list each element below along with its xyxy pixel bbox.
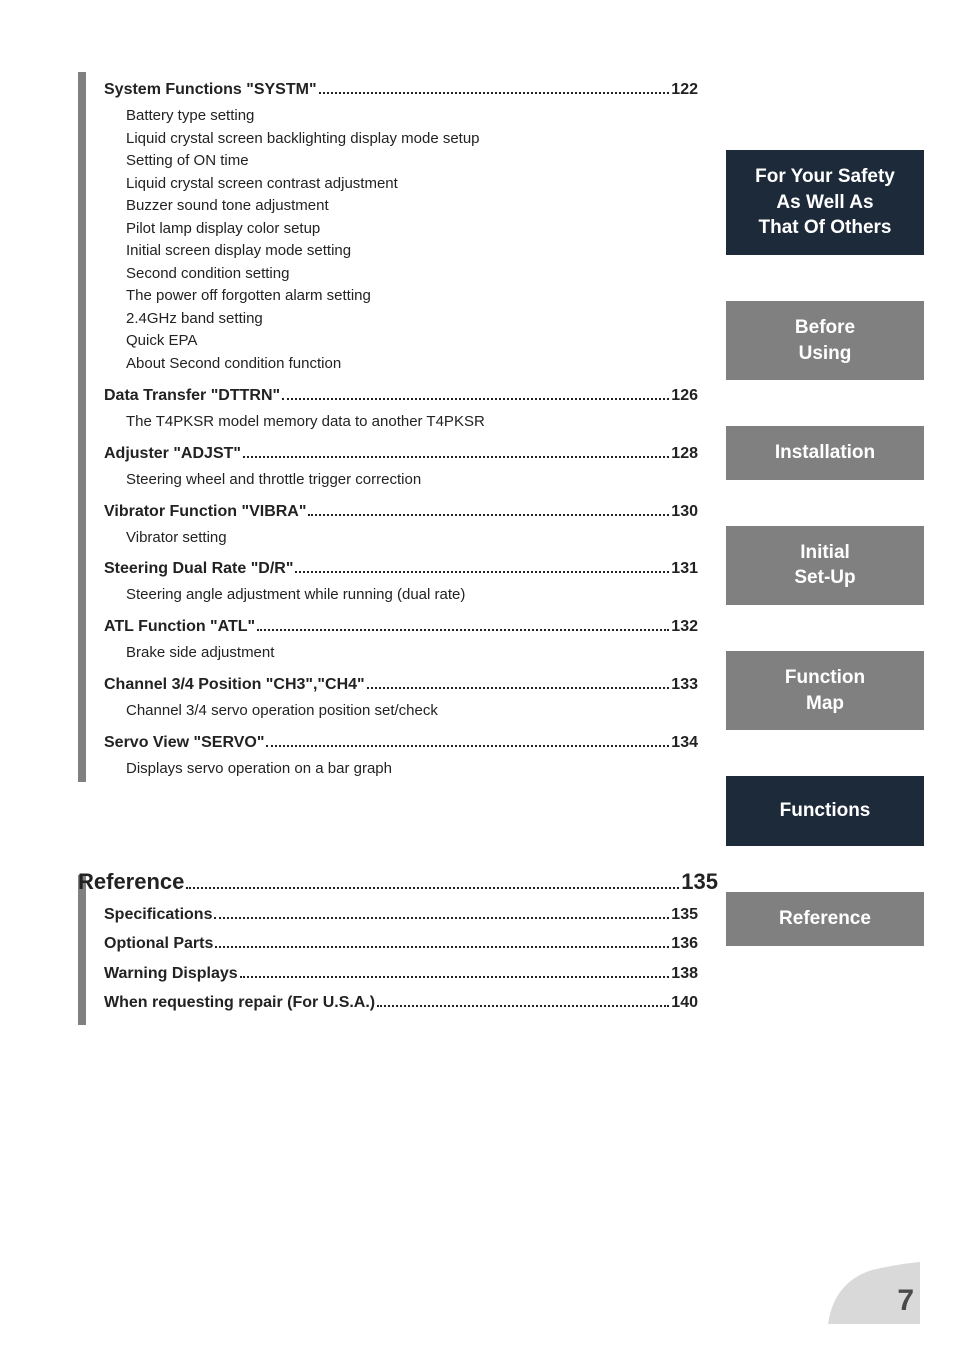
toc-subitem: Setting of ON time [78,150,698,173]
toc-subitem: Brake side adjustment [78,642,698,665]
toc-subitem: Liquid crystal screen contrast adjustmen… [78,173,698,196]
page-root: System Functions "SYSTM" 122 Battery typ… [0,0,954,1348]
toc-subitem: Vibrator setting [78,527,698,550]
tab-line: That Of Others [736,215,914,241]
toc-page: 128 [671,445,698,463]
tab-line: For Your Safety [736,164,914,190]
toc-entry-repair: When requesting repair (For U.S.A.) 140 [78,993,698,1012]
toc-subitem: Steering angle adjustment while running … [78,584,698,607]
tab-before-using: Before Using [726,301,924,380]
toc-leader-dots [266,733,669,747]
toc-subitem: The T4PKSR model memory data to another … [78,411,698,434]
toc-entry-vibra: Vibrator Function "VIBRA" 130 [78,501,698,520]
toc-page: 135 [671,906,698,924]
toc-entry-atl: ATL Function "ATL" 132 [78,617,698,636]
toc-entry-dttrn: Data Transfer "DTTRN" 126 [78,385,698,404]
toc-label: Data Transfer "DTTRN" [104,387,280,405]
side-tabs-column: For Your Safety As Well As That Of Other… [726,150,924,992]
toc-entry-warning-displays: Warning Displays 138 [78,963,698,982]
toc-page: 138 [671,965,698,983]
toc-page: 130 [671,503,698,521]
toc-label: Servo View "SERVO" [104,734,264,752]
tab-line: Set-Up [736,565,914,591]
toc-page: 135 [681,869,718,895]
toc-label: Steering Dual Rate "D/R" [104,560,293,578]
toc-main-column: System Functions "SYSTM" 122 Battery typ… [78,70,698,1018]
toc-subitem: Displays servo operation on a bar graph [78,758,698,781]
toc-leader-dots [257,617,669,631]
toc-page: 133 [671,676,698,694]
toc-leader-dots [282,385,669,399]
toc-subitem: The power off forgotten alarm setting [78,285,698,308]
tab-safety: For Your Safety As Well As That Of Other… [726,150,924,255]
toc-page: 122 [671,81,698,99]
toc-subitem: Pilot lamp display color setup [78,218,698,241]
tab-line: As Well As [736,190,914,216]
tab-line: Map [736,691,914,717]
tab-line: Using [736,341,914,367]
toc-entry-servo: Servo View "SERVO" 134 [78,733,698,752]
tab-initial-setup: Initial Set-Up [726,526,924,605]
toc-entry-dr: Steering Dual Rate "D/R" 131 [78,559,698,578]
toc-subitem: Channel 3/4 servo operation position set… [78,700,698,723]
toc-label: System Functions "SYSTM" [104,81,317,99]
toc-entry-systm: System Functions "SYSTM" 122 [78,80,698,99]
toc-leader-dots [308,501,669,515]
page-number: 7 [897,1284,914,1318]
toc-subitem: Initial screen display mode setting [78,240,698,263]
toc-entry-specs: Specifications 135 [78,905,698,924]
toc-subitem: Steering wheel and throttle trigger corr… [78,469,698,492]
toc-label: Adjuster "ADJST" [104,445,241,463]
toc-label: Optional Parts [104,935,213,953]
toc-leader-dots [214,905,669,919]
toc-subitem: 2.4GHz band setting [78,308,698,331]
toc-entry-adjst: Adjuster "ADJST" 128 [78,443,698,462]
toc-subitem: Second condition setting [78,263,698,286]
toc-subitem: Liquid crystal screen backlighting displ… [78,128,698,151]
toc-label: Specifications [104,906,212,924]
toc-subitem: About Second condition function [78,353,698,376]
toc-label: Channel 3/4 Position "CH3","CH4" [104,676,365,694]
toc-page: 126 [671,387,698,405]
toc-entry-ch34: Channel 3/4 Position "CH3","CH4" 133 [78,675,698,694]
toc-subitem: Battery type setting [78,105,698,128]
tab-functions: Functions [726,776,924,846]
toc-label: When requesting repair (For U.S.A.) [104,994,375,1012]
toc-label: Warning Displays [104,965,238,983]
toc-page: 136 [671,935,698,953]
toc-entry-optional-parts: Optional Parts 136 [78,934,698,953]
toc-page: 132 [671,618,698,636]
toc-leader-dots [240,963,670,977]
tab-installation: Installation [726,426,924,480]
toc-leader-dots [186,869,679,889]
toc-leader-dots [295,559,669,573]
tab-reference: Reference [726,892,924,946]
toc-leader-dots [377,993,669,1007]
tab-line: Before [736,315,914,341]
toc-page: 134 [671,734,698,752]
toc-leader-dots [243,443,669,457]
toc-label: Vibrator Function "VIBRA" [104,503,306,521]
toc-leader-dots [215,934,669,948]
toc-subitem: Quick EPA [78,330,698,353]
toc-page: 131 [671,560,698,578]
toc-page: 140 [671,994,698,1012]
tab-line: Initial [736,540,914,566]
toc-label: ATL Function "ATL" [104,618,255,636]
tab-line: Functions [736,798,914,824]
toc-leader-dots [367,675,670,689]
toc-label: Reference [78,869,184,895]
tab-line: Reference [736,906,914,932]
tab-function-map: Function Map [726,651,924,730]
toc-leader-dots [319,80,670,94]
toc-chapter-reference: Reference 135 [78,869,718,895]
toc-subitem: Buzzer sound tone adjustment [78,195,698,218]
tab-line: Installation [736,440,914,466]
tab-line: Function [736,665,914,691]
